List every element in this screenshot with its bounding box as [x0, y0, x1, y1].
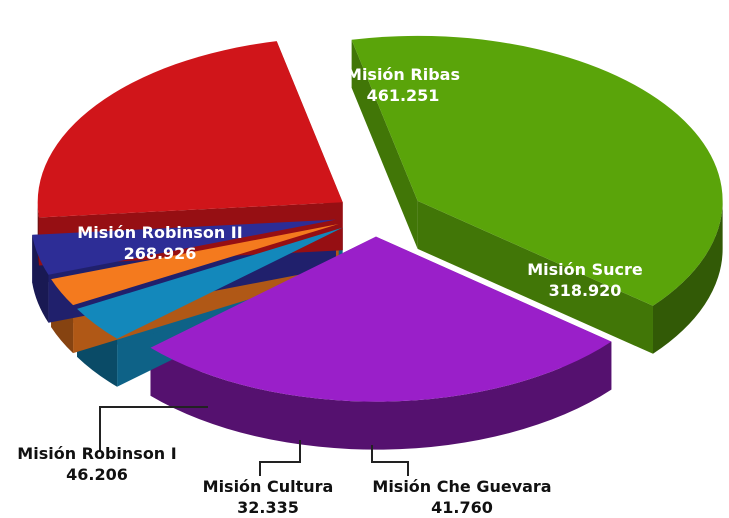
slice-rim [32, 234, 49, 323]
leader-cultura [259, 440, 301, 476]
slice-label-che-guevara: Misión Che Guevara 41.760 [352, 476, 572, 518]
slice-face [351, 39, 418, 249]
slice-value: 46.206 [66, 465, 128, 484]
slice-name: Misión Sucre [527, 260, 643, 279]
slice-label-ribas: Misión Ribas 461.251 [323, 64, 483, 106]
slice-value: 41.760 [431, 498, 493, 517]
slice-value: 268.926 [123, 244, 197, 263]
slice-robinson-i [32, 219, 336, 275]
slice-name: Misión Robinson I [17, 444, 177, 463]
leader-robinson-i [99, 406, 208, 452]
slice-sucre [150, 236, 612, 402]
slice-side-ribas [351, 39, 723, 354]
slice-label-robinson-ii: Misión Robinson II 268.926 [60, 222, 260, 264]
slice-name: Misión Cultura [202, 477, 334, 496]
slice-ribas [351, 35, 723, 306]
slice-che-guevara [77, 227, 343, 339]
slice-value: 32.335 [237, 498, 299, 517]
slice-value: 318.920 [548, 281, 622, 300]
slice-label-sucre: Misión Sucre 318.920 [505, 259, 665, 301]
slice-rim [150, 341, 612, 450]
slice-face [417, 200, 653, 354]
slice-robinson-ii [37, 41, 343, 218]
slice-name: Misión Robinson II [77, 223, 243, 242]
slice-label-robinson-i: Misión Robinson I 46.206 [2, 443, 192, 485]
slice-name: Misión Che Guevara [372, 477, 552, 496]
slice-rim [652, 200, 723, 354]
slice-label-cultura: Misión Cultura 32.335 [188, 476, 348, 518]
slice-value: 461.251 [366, 86, 440, 105]
leader-che-guevara [371, 445, 409, 476]
slice-name: Misión Ribas [346, 65, 460, 84]
slice-cultura [51, 223, 339, 306]
